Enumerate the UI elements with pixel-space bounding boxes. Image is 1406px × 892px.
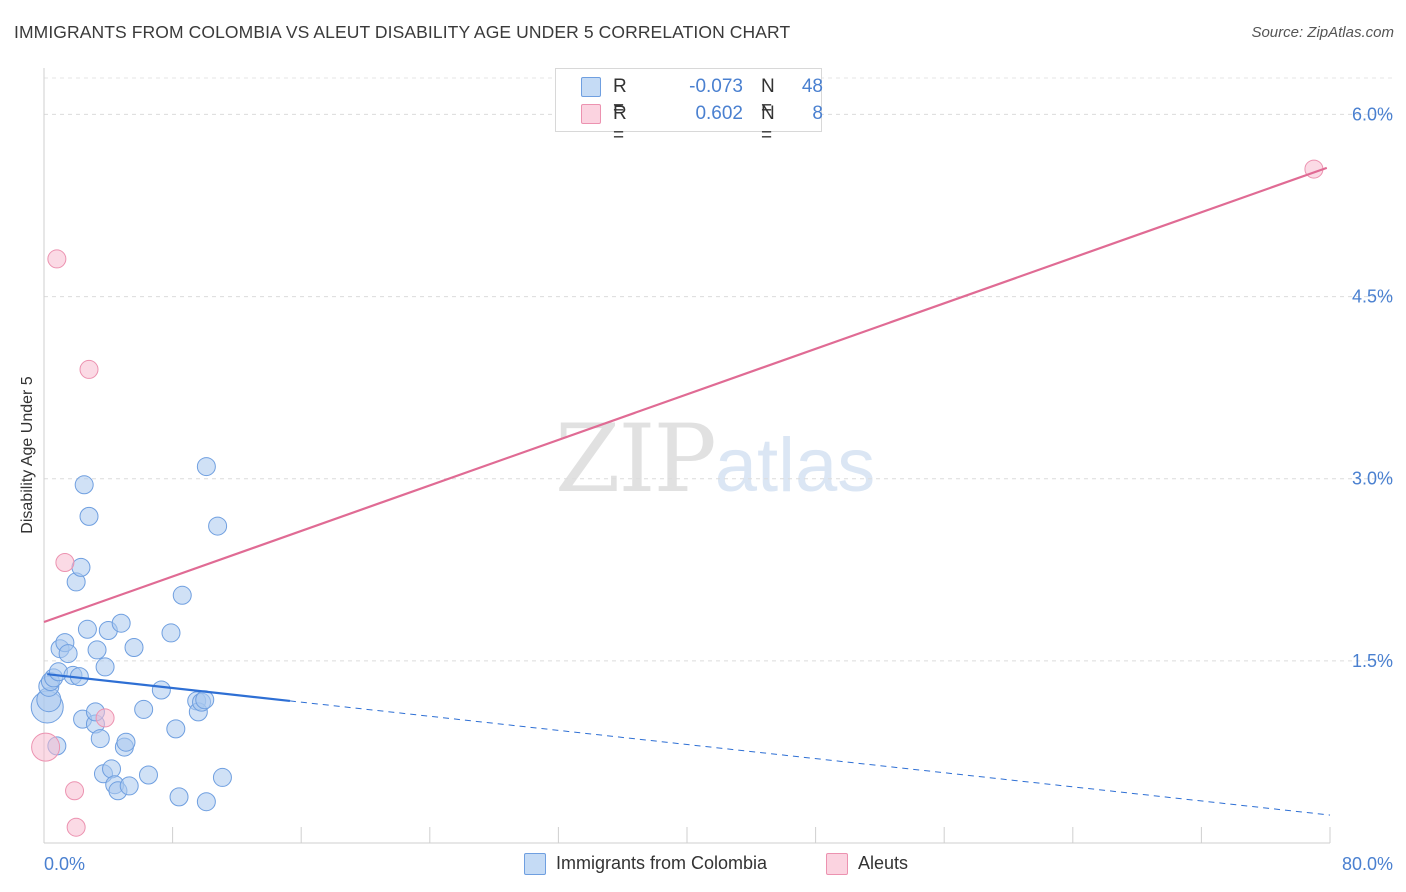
point-colombia xyxy=(116,732,136,752)
point-colombia xyxy=(169,787,189,807)
legend-n-value: 48 xyxy=(801,76,823,97)
point-colombia xyxy=(134,699,154,719)
point-colombia xyxy=(138,765,158,785)
bottom-legend-swatch-aleuts xyxy=(826,853,848,875)
y-tick-label: 3.0% xyxy=(1352,469,1393,489)
point-colombia xyxy=(90,729,110,749)
point-colombia xyxy=(196,457,216,477)
legend-n-label: N = xyxy=(761,76,775,119)
legend-r-value: 0.602 xyxy=(695,103,743,124)
correlation-legend: R = -0.073 N = 48 R = 0.602 N = 8 xyxy=(555,68,823,146)
x-tick-label-min: 0.0% xyxy=(44,854,85,874)
watermark: ZIPatlas xyxy=(555,405,875,514)
point-colombia xyxy=(172,585,192,605)
point-colombia xyxy=(79,506,99,526)
y-tick-label: 4.5% xyxy=(1352,287,1393,307)
legend-r-label: R = xyxy=(613,76,627,119)
bottom-legend-label-aleuts: Aleuts xyxy=(858,853,909,873)
point-colombia xyxy=(77,619,97,639)
point-colombia xyxy=(151,680,171,700)
point-aleuts xyxy=(31,732,61,762)
point-colombia xyxy=(119,776,139,796)
chart-title: IMMIGRANTS FROM COLOMBIA VS ALEUT DISABI… xyxy=(14,22,791,42)
source-label: Source: ZipAtlas.com xyxy=(1251,24,1394,41)
point-colombia xyxy=(111,613,131,633)
legend-r-value: -0.073 xyxy=(689,76,743,97)
bottom-legend-label-colombia: Immigrants from Colombia xyxy=(556,853,768,873)
point-colombia xyxy=(161,623,181,643)
point-colombia xyxy=(124,638,144,657)
trendline-aleuts xyxy=(43,166,1328,624)
y-tick-label: 6.0% xyxy=(1352,104,1393,124)
point-colombia xyxy=(58,644,78,664)
trendline-colombia-extension xyxy=(289,700,1331,816)
point-aleuts xyxy=(65,781,85,801)
point-colombia xyxy=(195,690,215,710)
point-aleuts xyxy=(55,553,75,572)
watermark-atlas: atlas xyxy=(714,423,876,508)
bottom-legend-swatch-colombia xyxy=(524,853,546,875)
legend-swatch-colombia xyxy=(581,77,601,97)
point-colombia xyxy=(166,719,186,739)
legend-swatch-aleuts xyxy=(581,104,601,124)
point-colombia xyxy=(212,767,232,787)
point-aleuts xyxy=(95,708,115,728)
point-aleuts xyxy=(47,249,67,269)
y-tick-label: 1.5% xyxy=(1352,651,1393,671)
x-tick-label-max: 80.0% xyxy=(1342,854,1393,874)
point-colombia xyxy=(196,792,216,812)
point-colombia xyxy=(102,759,122,779)
point-colombia xyxy=(208,516,228,536)
legend-n-value: 8 xyxy=(812,103,823,124)
legend-r-label: R = xyxy=(613,103,627,146)
point-colombia xyxy=(71,557,91,577)
point-aleuts xyxy=(66,817,86,837)
point-aleuts xyxy=(79,359,99,379)
point-colombia xyxy=(74,475,94,495)
legend-n-label: N = xyxy=(761,103,775,146)
trendline-colombia xyxy=(47,673,291,703)
watermark-zip: ZIP xyxy=(555,405,717,514)
point-colombia xyxy=(95,657,115,677)
point-colombia xyxy=(87,640,107,660)
